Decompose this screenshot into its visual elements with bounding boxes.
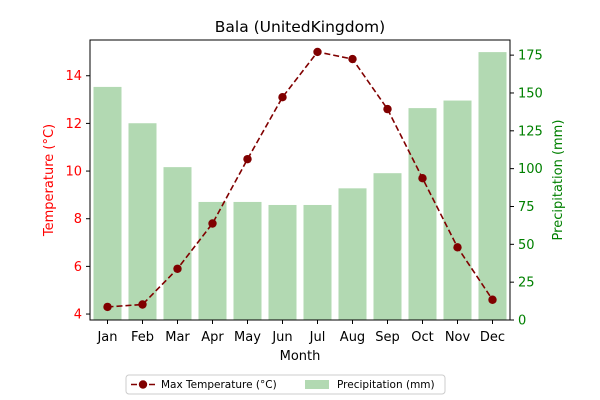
x-tick-label: Jan <box>96 330 117 345</box>
x-tick-label: Dec <box>480 330 505 345</box>
right-y-axis-label: Precipitation (mm) <box>551 120 566 241</box>
precip-bar-sep <box>373 173 402 320</box>
x-tick-label: Mar <box>165 330 190 345</box>
temp-point-jun <box>278 92 287 102</box>
temperature-line <box>107 51 494 308</box>
left-y-tick-label: 14 <box>65 69 82 84</box>
x-tick-label: Nov <box>445 330 471 345</box>
precip-bar-jan <box>93 86 122 321</box>
left-y-tick-label: 6 <box>74 260 82 275</box>
temp-point-may <box>243 154 252 164</box>
right-y-tick-label: 125 <box>518 124 543 139</box>
temp-point-aug <box>348 54 357 64</box>
right-y-tick-label: 175 <box>518 49 543 64</box>
legend-marker-swatch <box>138 380 148 389</box>
x-tick-label: Feb <box>131 330 154 345</box>
x-tick-label: Jul <box>309 330 326 345</box>
temp-point-feb <box>138 300 147 309</box>
x-tick-label: Aug <box>340 330 365 345</box>
legend-bar-swatch <box>305 380 329 389</box>
temp-point-sep <box>383 104 392 114</box>
x-tick-label: May <box>234 330 261 345</box>
precip-bar-nov <box>443 100 472 320</box>
temp-point-mar <box>173 264 182 273</box>
temp-point-jul <box>313 47 322 57</box>
precip-bar-jun <box>268 204 297 320</box>
temp-point-nov <box>453 243 462 252</box>
precip-bar-jul <box>303 204 332 320</box>
left-y-axis-label: Temperature (°C) <box>42 124 57 237</box>
precip-bar-feb <box>128 123 157 320</box>
temp-point-jan <box>103 302 112 312</box>
precip-bar-mar <box>163 167 192 320</box>
x-axis-label: Month <box>280 349 321 364</box>
temp-point-dec <box>488 295 497 304</box>
right-y-tick-label: 150 <box>518 86 543 101</box>
precip-bar-may <box>233 201 262 320</box>
x-tick-label: Sep <box>375 330 400 345</box>
chart-title: Bala (UnitedKingdom) <box>215 18 385 36</box>
x-tick-label: Oct <box>411 330 433 345</box>
legend-label-temperature: Max Temperature (°C) <box>161 379 277 391</box>
precip-bar-aug <box>338 188 367 320</box>
legend-label-precipitation: Precipitation (mm) <box>337 379 435 391</box>
right-y-tick-label: 100 <box>518 162 543 177</box>
plot-frame <box>89 39 511 321</box>
right-y-tick-label: 25 <box>518 276 535 291</box>
right-y-tick-label: 75 <box>518 200 535 215</box>
left-y-tick-label: 8 <box>74 212 82 227</box>
x-tick-label: Apr <box>201 330 224 345</box>
right-y-tick-label: 0 <box>518 314 526 329</box>
precip-bar-oct <box>408 108 437 320</box>
left-y-tick-label: 12 <box>65 117 82 132</box>
x-tick-label: Jun <box>271 330 292 345</box>
left-y-tick-label: 4 <box>74 308 82 323</box>
precip-bar-dec <box>478 52 507 321</box>
left-y-tick-label: 10 <box>65 165 82 180</box>
temp-point-oct <box>418 174 427 183</box>
temp-point-apr <box>208 219 217 228</box>
right-y-tick-label: 50 <box>518 238 535 253</box>
legend-box <box>125 374 446 395</box>
